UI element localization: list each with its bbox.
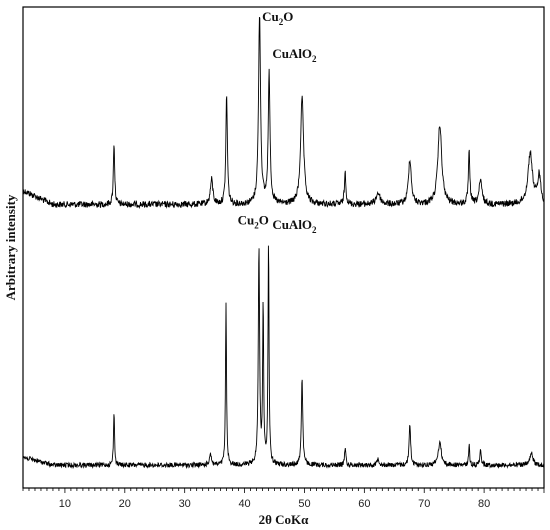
- x-tick-label: 20: [119, 498, 131, 510]
- plot-frame: [22, 6, 545, 489]
- x-tick-label: 30: [179, 498, 191, 510]
- x-tick-label: 40: [238, 498, 250, 510]
- x-tick-label: 50: [298, 498, 310, 510]
- peak-annotation: Cu2O: [238, 213, 269, 231]
- peak-annotation: CuAlO2: [272, 46, 317, 64]
- x-tick-label: 10: [59, 498, 71, 510]
- x-tick-label: 70: [418, 498, 430, 510]
- x-axis-ticks: 10 20 30 40 50 60 70 80: [22, 488, 545, 510]
- xrd-pattern-lower: [22, 245, 545, 470]
- y-axis-title: Arbitrary intensity: [3, 194, 18, 300]
- peak-annotation: CuAlO2: [272, 217, 317, 235]
- series-group: [22, 17, 545, 470]
- x-tick-label: 80: [478, 498, 490, 510]
- peak-annotation: Cu2O: [262, 9, 293, 27]
- x-tick-label: 60: [358, 498, 370, 510]
- xrd-pattern-upper: [22, 17, 545, 210]
- x-axis-title: 2θ CoKα: [259, 512, 310, 527]
